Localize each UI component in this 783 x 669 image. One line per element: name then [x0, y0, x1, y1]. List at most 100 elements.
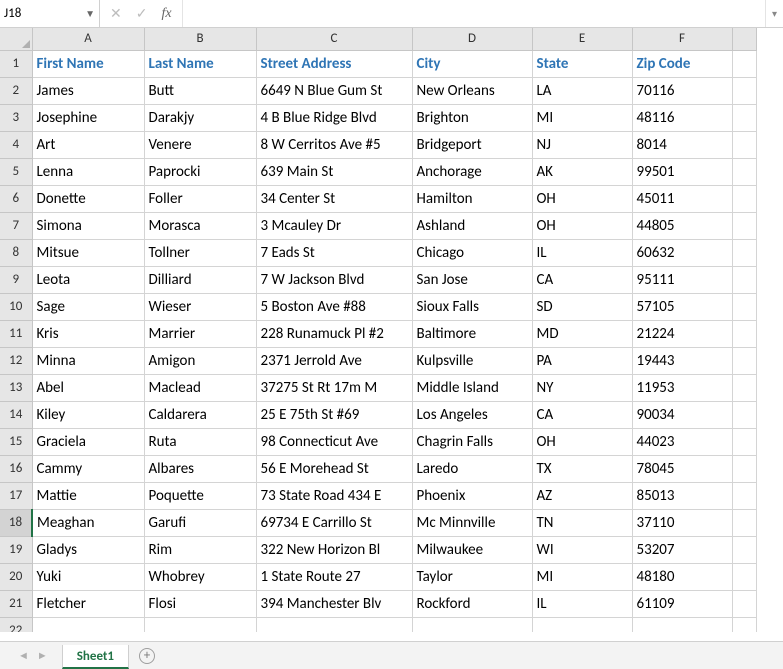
- cell[interactable]: Phoenix: [412, 482, 532, 509]
- cell[interactable]: 322 New Horizon Bl: [256, 536, 412, 563]
- cell[interactable]: AZ: [532, 482, 632, 509]
- cell[interactable]: Sage: [32, 293, 144, 320]
- row-header[interactable]: 7: [0, 212, 32, 239]
- cell[interactable]: SD: [532, 293, 632, 320]
- cell[interactable]: Mc Minnville: [412, 509, 532, 536]
- cell[interactable]: Ruta: [144, 428, 256, 455]
- row-header[interactable]: 6: [0, 185, 32, 212]
- cell[interactable]: Gladys: [32, 536, 144, 563]
- cell[interactable]: Caldarera: [144, 401, 256, 428]
- cell[interactable]: Fletcher: [32, 590, 144, 617]
- cell[interactable]: Street Address: [256, 50, 412, 77]
- cell[interactable]: NY: [532, 374, 632, 401]
- cell[interactable]: OH: [532, 185, 632, 212]
- cell[interactable]: IL: [532, 590, 632, 617]
- row-header[interactable]: 9: [0, 266, 32, 293]
- cell[interactable]: 61109: [632, 590, 732, 617]
- cell[interactable]: Ashland: [412, 212, 532, 239]
- cell[interactable]: MI: [532, 104, 632, 131]
- cell[interactable]: MI: [532, 563, 632, 590]
- cell[interactable]: 57105: [632, 293, 732, 320]
- cell[interactable]: 639 Main St: [256, 158, 412, 185]
- cell[interactable]: Taylor: [412, 563, 532, 590]
- cell[interactable]: Lenna: [32, 158, 144, 185]
- select-all-corner[interactable]: [0, 28, 32, 50]
- cell[interactable]: 73 State Road 434 E: [256, 482, 412, 509]
- cell[interactable]: [732, 455, 756, 482]
- cell[interactable]: [732, 50, 756, 77]
- cell[interactable]: 37110: [632, 509, 732, 536]
- cell[interactable]: New Orleans: [412, 77, 532, 104]
- cell[interactable]: 25 E 75th St #69: [256, 401, 412, 428]
- cell[interactable]: 7 Eads St: [256, 239, 412, 266]
- cell[interactable]: [732, 266, 756, 293]
- name-box-wrap[interactable]: ▼: [0, 0, 100, 27]
- cell[interactable]: Poquette: [144, 482, 256, 509]
- cell[interactable]: 394 Manchester Blv: [256, 590, 412, 617]
- row-header[interactable]: 11: [0, 320, 32, 347]
- cell[interactable]: LA: [532, 77, 632, 104]
- cell[interactable]: 8014: [632, 131, 732, 158]
- cell[interactable]: Josephine: [32, 104, 144, 131]
- cell[interactable]: [32, 617, 144, 632]
- cell[interactable]: OH: [532, 212, 632, 239]
- cell[interactable]: PA: [532, 347, 632, 374]
- cell[interactable]: Art: [32, 131, 144, 158]
- cell[interactable]: Amigon: [144, 347, 256, 374]
- cell[interactable]: [732, 509, 756, 536]
- cell[interactable]: 95111: [632, 266, 732, 293]
- tab-nav-next-icon[interactable]: ►: [37, 649, 48, 662]
- cell[interactable]: 78045: [632, 455, 732, 482]
- cell[interactable]: Laredo: [412, 455, 532, 482]
- cell[interactable]: [732, 401, 756, 428]
- cell[interactable]: [412, 617, 532, 632]
- cell[interactable]: [256, 617, 412, 632]
- row-header[interactable]: 17: [0, 482, 32, 509]
- cell[interactable]: Venere: [144, 131, 256, 158]
- cell[interactable]: Albares: [144, 455, 256, 482]
- row-header[interactable]: 12: [0, 347, 32, 374]
- cell[interactable]: First Name: [32, 50, 144, 77]
- cell[interactable]: WI: [532, 536, 632, 563]
- cell[interactable]: [732, 158, 756, 185]
- cell[interactable]: [732, 347, 756, 374]
- cell[interactable]: 69734 E Carrillo St: [256, 509, 412, 536]
- cell[interactable]: 44805: [632, 212, 732, 239]
- cell[interactable]: Mitsue: [32, 239, 144, 266]
- name-box[interactable]: [4, 6, 74, 21]
- col-header-B[interactable]: B: [144, 28, 256, 50]
- tab-nav-prev-icon[interactable]: ◄: [18, 649, 29, 662]
- cell[interactable]: CA: [532, 401, 632, 428]
- cell[interactable]: Marrier: [144, 320, 256, 347]
- cell[interactable]: Abel: [32, 374, 144, 401]
- row-header[interactable]: 4: [0, 131, 32, 158]
- row-header[interactable]: 5: [0, 158, 32, 185]
- cell[interactable]: Meaghan: [32, 509, 144, 536]
- cell[interactable]: 19443: [632, 347, 732, 374]
- cell[interactable]: Bridgeport: [412, 131, 532, 158]
- cell[interactable]: Garufi: [144, 509, 256, 536]
- cell[interactable]: TX: [532, 455, 632, 482]
- cell[interactable]: 2371 Jerrold Ave: [256, 347, 412, 374]
- col-header-extra[interactable]: [732, 28, 756, 50]
- cell[interactable]: 8 W Cerritos Ave #5: [256, 131, 412, 158]
- col-header-E[interactable]: E: [532, 28, 632, 50]
- cell[interactable]: 4 B Blue Ridge Blvd: [256, 104, 412, 131]
- cell[interactable]: City: [412, 50, 532, 77]
- col-header-F[interactable]: F: [632, 28, 732, 50]
- cell[interactable]: Anchorage: [412, 158, 532, 185]
- cell[interactable]: Morasca: [144, 212, 256, 239]
- cell[interactable]: 11953: [632, 374, 732, 401]
- cell[interactable]: Tollner: [144, 239, 256, 266]
- cell[interactable]: Dilliard: [144, 266, 256, 293]
- row-header[interactable]: 21: [0, 590, 32, 617]
- cell[interactable]: San Jose: [412, 266, 532, 293]
- cell[interactable]: Baltimore: [412, 320, 532, 347]
- cell[interactable]: NJ: [532, 131, 632, 158]
- row-header[interactable]: 1: [0, 50, 32, 77]
- cell[interactable]: AK: [532, 158, 632, 185]
- cell[interactable]: Rockford: [412, 590, 532, 617]
- cell[interactable]: [732, 428, 756, 455]
- row-header[interactable]: 14: [0, 401, 32, 428]
- cell[interactable]: [732, 131, 756, 158]
